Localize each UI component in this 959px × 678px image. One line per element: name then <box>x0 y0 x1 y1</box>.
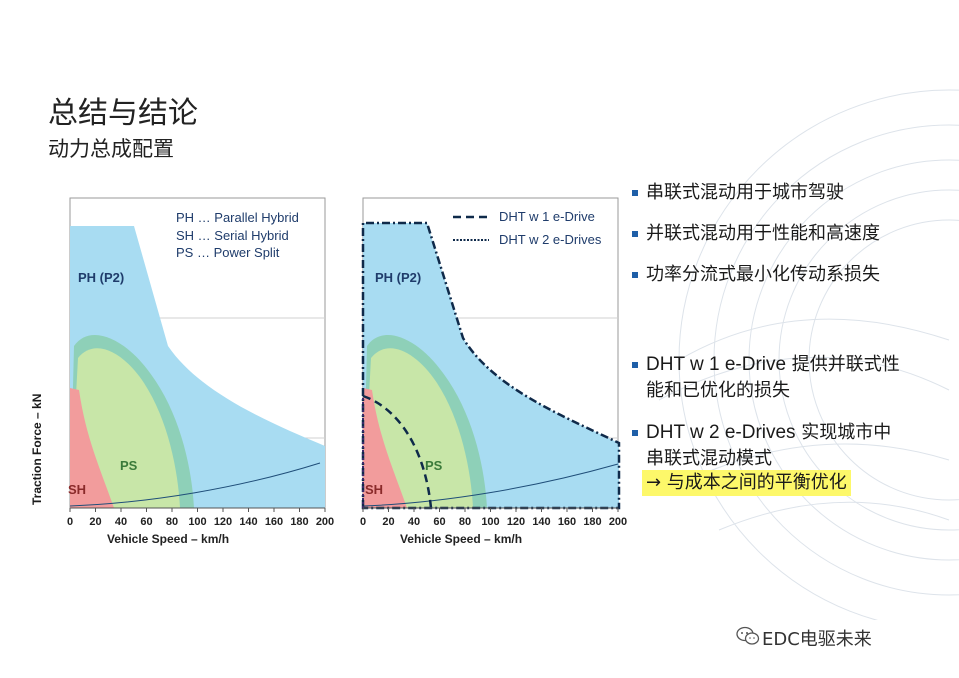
x-tick: 60 <box>433 516 445 528</box>
x-tick: 0 <box>67 516 73 528</box>
page-subtitle: 动力总成配置 <box>48 137 174 161</box>
x-tick: 0 <box>360 516 366 528</box>
x-tick: 200 <box>316 516 334 528</box>
x-axis-label: Vehicle Speed – km/h <box>400 532 522 546</box>
x-tick: 60 <box>140 516 152 528</box>
x-tick: 80 <box>459 516 471 528</box>
highlight-note: → 与成本之间的平衡优化 <box>642 470 851 496</box>
bullet-square-icon <box>632 430 638 436</box>
x-tick: 20 <box>382 516 394 528</box>
x-tick: 160 <box>265 516 283 528</box>
legend-ph: PH … Parallel Hybrid <box>176 210 299 225</box>
envelope-dht-1-edrive <box>362 394 433 509</box>
page-title: 总结与结论 <box>48 96 198 131</box>
footer-watermark: EDC电驱未来 <box>762 629 872 650</box>
x-tick: 20 <box>89 516 101 528</box>
label-sh: SH <box>68 482 86 497</box>
envelope-dht-2-edrives <box>361 221 621 510</box>
label-sh: SH <box>365 482 383 497</box>
background-decoration <box>658 89 959 620</box>
x-tick: 120 <box>214 516 232 528</box>
x-tick: 140 <box>239 516 257 528</box>
region-sh <box>70 388 114 508</box>
label-ph: PH (P2) <box>375 270 421 285</box>
x-axis-label: Vehicle Speed – km/h <box>107 532 229 546</box>
x-tick: 40 <box>115 516 127 528</box>
legend-dht-2: DHT w 2 e-Drives <box>499 232 602 247</box>
label-ps: PS <box>120 458 138 473</box>
region-sh <box>363 388 407 508</box>
x-tick: 100 <box>188 516 206 528</box>
label-ps: PS <box>425 458 443 473</box>
road-load-curve <box>362 463 619 507</box>
x-tick: 160 <box>558 516 576 528</box>
x-tick: 140 <box>532 516 550 528</box>
chart-right: 0 20 40 60 80 100 120 140 160 180 200 Ve… <box>343 197 633 558</box>
x-tick: 120 <box>507 516 525 528</box>
y-axis-label: Traction Force – kN <box>30 393 44 505</box>
legend-dht-1: DHT w 1 e-Drive <box>499 209 595 224</box>
bullet-square-icon <box>632 272 638 278</box>
x-tick: 40 <box>408 516 420 528</box>
bullet-square-icon <box>632 190 638 196</box>
x-tick: 100 <box>481 516 499 528</box>
legend-sh: SH … Serial Hybrid <box>176 228 289 243</box>
legend-ps: PS … Power Split <box>176 245 280 260</box>
x-tick: 80 <box>166 516 178 528</box>
x-tick: 200 <box>609 516 627 528</box>
wechat-icon <box>736 626 760 645</box>
road-load-curve <box>69 462 321 507</box>
chart-left: 0 20 40 60 80 100 120 140 160 180 200 Ve… <box>50 197 340 558</box>
bullet-square-icon <box>632 231 638 237</box>
x-tick: 180 <box>583 516 601 528</box>
bullet-square-icon <box>632 362 638 368</box>
x-tick: 180 <box>290 516 308 528</box>
label-ph: PH (P2) <box>78 270 124 285</box>
